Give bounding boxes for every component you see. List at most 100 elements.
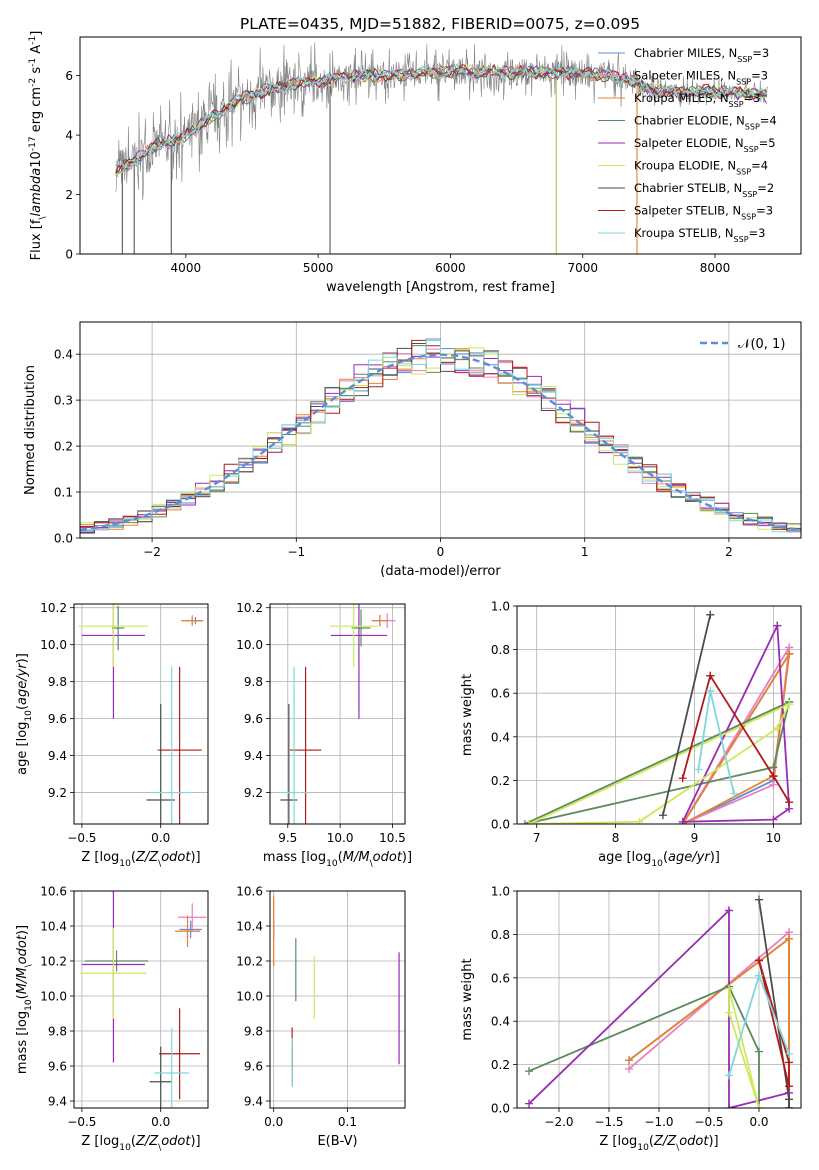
weight-marker <box>635 817 644 824</box>
weight-marker <box>725 1104 733 1108</box>
weight-marker <box>785 1104 793 1108</box>
plot-area <box>525 895 793 1108</box>
y-axis-label: Flux [f\lambda10-17 erg cm-2 s-1 A-1] <box>28 31 48 261</box>
weight-marker <box>785 798 794 807</box>
weight-line <box>681 653 791 824</box>
y-tick-label: 10.4 <box>40 920 67 934</box>
x-tick-label: 5000 <box>303 261 334 275</box>
y-tick-label: 1.0 <box>491 885 510 899</box>
y-tick-label: 9.8 <box>244 675 263 689</box>
weight-line <box>528 985 760 1108</box>
series-salpeter-stelib <box>755 956 793 1091</box>
chart-mass-vs-EBV: 0.0 0.1 9.4 9.6 9.8 10.0 10.2 10.4 10.6 E(B-V) <box>236 885 406 1149</box>
point-kroupa-elodie <box>78 604 149 667</box>
point-kroupa-stelib <box>149 666 194 824</box>
weight-marker <box>785 649 794 658</box>
weight-marker <box>625 1064 633 1073</box>
legend-label-chabrier-elodie: Chabrier ELODIE, NSSP=4 <box>634 114 777 132</box>
legend-label-salpeter-elodie: Salpeter ELODIE, NSSP=5 <box>634 136 776 154</box>
gaussian-curve <box>80 353 801 531</box>
x-tick-label: 7000 <box>567 261 598 275</box>
y-tick-label: 2 <box>65 188 73 202</box>
y-axis-label: Normed distribution <box>23 365 38 495</box>
x-axis-label: Z [log10(Z/Z\odot)] <box>81 1134 200 1153</box>
y-tick-label: 0.8 <box>491 643 510 657</box>
x-tick-label: 7 <box>533 831 541 845</box>
weight-marker <box>769 763 778 772</box>
x-tick-label: 9.5 <box>278 831 297 845</box>
y-tick-label: 0.4 <box>491 730 510 744</box>
x-tick-label: −0.5 <box>67 831 96 845</box>
x-tick-label: 0.1 <box>338 1115 357 1129</box>
y-tick-label: 9.6 <box>244 712 263 726</box>
y-tick-label: 9.2 <box>244 786 263 800</box>
model-kroupa-elodie <box>115 63 767 176</box>
x-axis-label: mass [log10(M/M\odot)] <box>263 850 412 869</box>
series-salpeter-stelib <box>678 671 794 807</box>
plot-area <box>273 896 400 1087</box>
y-tick-label: 9.6 <box>48 712 67 726</box>
series-kroupa-elodie <box>725 984 763 1108</box>
series-chabrier-elodie <box>525 982 763 1108</box>
legend-label-gaussian: 𝒩(0, 1) <box>738 337 785 352</box>
x-tick-label: 10.5 <box>379 831 406 845</box>
point-kroupa-miles <box>181 616 204 625</box>
weight-marker <box>785 1058 793 1067</box>
legend-label-kroupa-miles: Kroupa MILES, NSSP=3 <box>634 91 760 109</box>
y-tick-label: 9.8 <box>48 675 67 689</box>
weight-marker <box>525 1099 533 1108</box>
x-tick-label: −1.0 <box>644 1115 673 1129</box>
y-tick-label: 0.6 <box>491 971 510 985</box>
chart-age-vs-mass: 9.5 10.0 10.5 9.2 9.4 9.6 9.8 10.0 10.2 mass [log… <box>236 601 412 869</box>
x-tick-label: 2 <box>725 545 733 559</box>
weight-marker <box>706 610 715 619</box>
point-chabrier-miles <box>179 920 202 939</box>
y-tick-label: 0.2 <box>491 1058 510 1072</box>
series-kroupa-miles <box>625 934 793 1108</box>
y-tick-label: 0.1 <box>54 486 73 500</box>
y-axis-label: mass [log10(M/M\odot)] <box>15 925 34 1074</box>
series-chabrier-stelib <box>658 610 715 820</box>
point-kroupa-stelib <box>154 1027 190 1108</box>
y-tick-label: 0.0 <box>491 818 510 832</box>
series-salpeter-elodie <box>678 621 794 824</box>
weight-marker <box>769 772 778 781</box>
y-tick-label: 10.2 <box>40 601 67 615</box>
y-tick-label: 0.2 <box>491 774 510 788</box>
x-axis-label: E(B-V) <box>317 1134 357 1149</box>
weight-marker <box>525 1067 533 1076</box>
figure-title: PLATE=0435, MJD=51882, FIBERID=0075, z=0… <box>240 15 640 33</box>
point-salpeter-miles <box>178 903 207 932</box>
y-axis-label: mass weight <box>460 674 475 756</box>
series-kroupa-stelib <box>725 971 793 1080</box>
chart-mass-vs-Z: −0.5 0.0 9.4 9.6 9.8 10.0 10.2 10.4 10.6 Z [log10… <box>15 885 209 1153</box>
y-tick-label: 10.0 <box>40 638 67 652</box>
x-tick-label: 9 <box>691 831 699 845</box>
legend-label-chabrier-miles: Chabrier MILES, NSSP=3 <box>634 46 769 64</box>
x-axis-label: Z [log10(Z/Z\odot)] <box>81 850 200 869</box>
y-tick-label: 10.2 <box>236 955 263 969</box>
x-tick-label: 10 <box>766 831 781 845</box>
plot-area <box>115 42 768 254</box>
x-tick-label: 0.0 <box>151 1115 170 1129</box>
y-tick-label: 9.6 <box>48 1060 67 1074</box>
weight-line <box>528 703 791 824</box>
model-chabrier-stelib <box>115 65 767 173</box>
plot-area <box>80 891 207 1108</box>
y-tick-label: 0.8 <box>491 928 510 942</box>
weight-marker <box>725 1071 733 1080</box>
weight-marker <box>694 765 703 774</box>
point-chabrier-elodie <box>351 609 371 647</box>
point-salpeter-stelib <box>289 666 322 824</box>
y-tick-label: 4 <box>65 129 73 143</box>
axes-frame <box>79 321 802 539</box>
weight-marker <box>769 780 778 789</box>
y-tick-label: 10.0 <box>236 990 263 1004</box>
y-tick-label: 10.6 <box>236 885 263 899</box>
x-tick-label: −2 <box>143 545 161 559</box>
y-tick-label: 10.6 <box>40 885 67 899</box>
series-chabrier-stelib <box>755 895 793 1108</box>
weight-line <box>681 673 790 803</box>
y-tick-label: 0.0 <box>54 532 73 546</box>
